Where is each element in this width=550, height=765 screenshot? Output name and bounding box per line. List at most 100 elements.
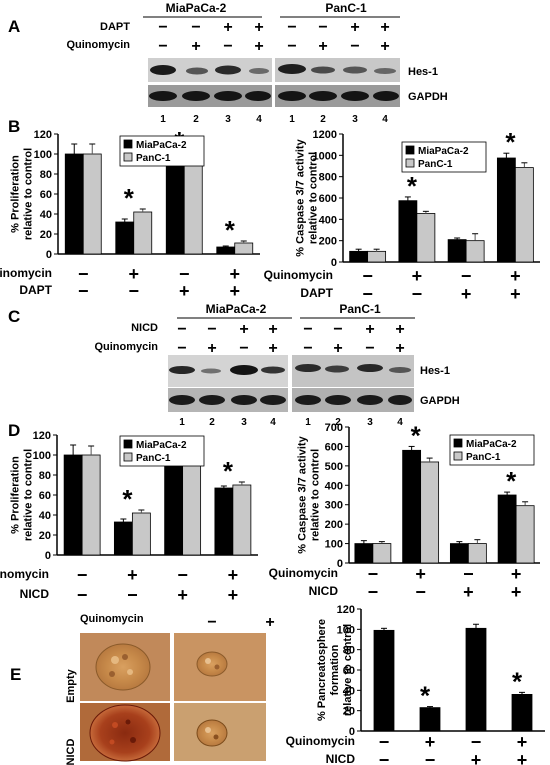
treatment-sign: + (461, 284, 472, 304)
treatment-signs: − − + + − − + + − + − + − + − + (158, 19, 389, 55)
bar (398, 200, 418, 263)
blot-band (373, 91, 399, 101)
blot-band (325, 365, 349, 373)
treatment-sign: + (510, 284, 521, 304)
treatment-sign: − (191, 19, 200, 36)
y-tick-label: 100 (337, 624, 355, 636)
treatment-sign: + (463, 582, 474, 602)
treatment-sign: + (425, 732, 436, 752)
treatment-sign: − (78, 264, 89, 284)
treatment-sign: − (350, 38, 359, 55)
treatment-sign: + (365, 321, 374, 338)
treatment-row-label: DAPT (100, 21, 130, 33)
y-tick-label: 0 (331, 257, 337, 269)
lane-number: 2 (335, 417, 341, 428)
treatment-row-label: Quinomycin (94, 341, 158, 353)
treatment-sign: − (177, 321, 186, 338)
y-axis-label: % Caspase 3/7 activity (297, 435, 309, 553)
treatment-sign: − (412, 284, 423, 304)
treatment-sign: + (380, 38, 389, 55)
bar (131, 512, 151, 556)
lane-number: 4 (397, 417, 403, 428)
y-axis-label: formation (329, 644, 341, 695)
blot-band (260, 395, 286, 405)
y-tick-label: 400 (319, 214, 337, 226)
significance-star: * (407, 171, 418, 201)
micrograph-nicd-quinomycin (174, 703, 266, 761)
legend-box (401, 141, 487, 173)
y-tick-label: 600 (325, 441, 343, 453)
treatment-sign: − (177, 565, 188, 585)
treatment-sign: + (511, 582, 522, 602)
treatment-row-label: NICD (326, 752, 356, 765)
chart-caspase-dapt: 0 200 400 600 800 1000 1200 % Caspase 3/7 activ… (264, 127, 540, 304)
blot-band (230, 365, 258, 375)
treatment-sign: − (379, 750, 390, 765)
lane-number: 1 (179, 417, 185, 428)
treatment-sign: + (128, 264, 139, 284)
y-tick-label: 200 (325, 519, 343, 531)
significance-star: * (223, 456, 234, 486)
y-tick-label: 300 (325, 500, 343, 512)
y-tick-label: 40 (343, 685, 355, 697)
micrograph-nicd-control (80, 703, 170, 762)
treatment-sign: + (177, 585, 188, 605)
treatment-row-label: Quinomycin (286, 734, 355, 748)
treatment-sign: − (415, 582, 426, 602)
treatment-sign: + (228, 585, 239, 605)
treatment-sign: − (207, 321, 216, 338)
bar (447, 239, 467, 263)
legend-swatch (123, 152, 133, 162)
legend-swatch (123, 139, 133, 149)
y-tick-label: 80 (343, 645, 355, 657)
lane-number: 4 (382, 114, 388, 125)
bar (164, 453, 184, 556)
y-tick-label: 80 (40, 169, 52, 181)
legend-label: PanC-1 (136, 453, 171, 464)
treatment-sign: + (350, 19, 359, 36)
bar (82, 153, 102, 255)
legend-label: MiaPaCa-2 (466, 439, 517, 450)
blot-band (388, 395, 412, 405)
bar (232, 484, 252, 556)
lane-number: 2 (320, 114, 326, 125)
y-axis-label: % Caspase 3/7 activity (295, 138, 307, 256)
panel-letter-a: A (8, 17, 20, 36)
lane-number: 3 (367, 417, 373, 428)
y-axis-label: % Pancreatosphere (316, 619, 328, 721)
y-tick-label: 40 (39, 510, 51, 522)
y-axis-label: % Proliferation (10, 155, 22, 233)
significance-star: * (122, 484, 133, 514)
legend-label: PanC-1 (466, 452, 501, 463)
bar (465, 627, 487, 732)
bar (64, 153, 84, 255)
treatment-row-label: Quinomycin (0, 266, 52, 280)
cell-line-label: MiaPaCa-2 (206, 302, 267, 316)
y-tick-label: 120 (33, 430, 51, 442)
blot-band (343, 66, 367, 74)
bar (372, 543, 392, 564)
treatment-sign: + (510, 266, 521, 286)
blot-band (169, 395, 195, 405)
y-tick-label: 100 (34, 149, 52, 161)
micrograph-empty-quinomycin (174, 633, 266, 701)
treatment-row-label: Quinomycin (264, 268, 333, 282)
legend-swatch (405, 145, 415, 155)
legend-box (119, 135, 205, 167)
bar (165, 163, 185, 255)
treatment-sign: − (365, 340, 374, 357)
blot-band (309, 91, 337, 101)
blot-band (261, 366, 285, 374)
lane-number: 3 (225, 114, 231, 125)
panel-letter-c: C (8, 307, 20, 326)
y-tick-label: 40 (40, 209, 52, 221)
blot-band (169, 366, 195, 374)
treatment-row-label: NICD (309, 584, 339, 598)
bar (113, 521, 133, 556)
bar (354, 543, 374, 564)
legend-swatch (123, 452, 133, 462)
treatment-sign: − (128, 281, 139, 301)
bar (214, 487, 234, 556)
y-tick-label: 120 (337, 604, 355, 616)
blot-band (357, 364, 383, 372)
